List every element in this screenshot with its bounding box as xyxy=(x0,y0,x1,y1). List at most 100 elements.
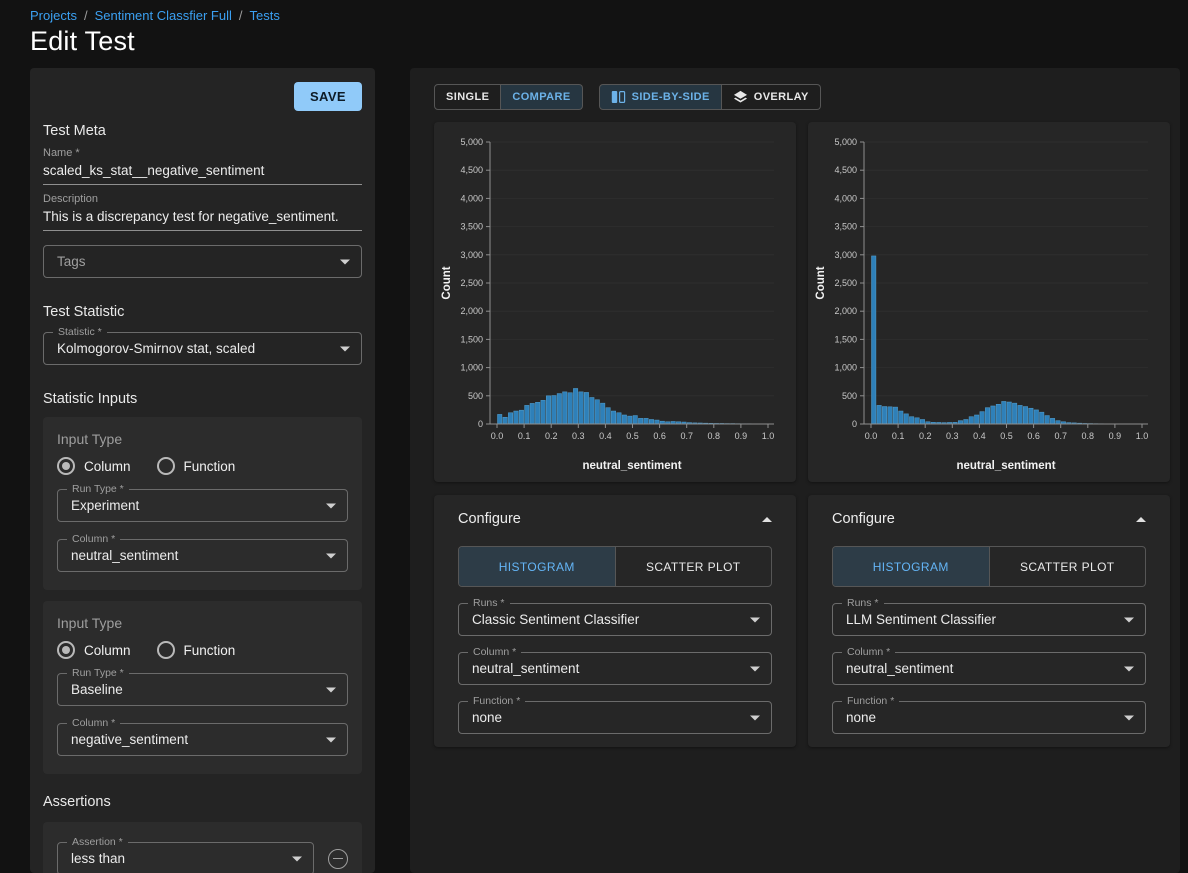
view-toggle-group: SINGLE COMPARE xyxy=(434,84,583,110)
svg-text:500: 500 xyxy=(468,391,483,401)
column-value: neutral_sentiment xyxy=(472,661,580,676)
breadcrumb-link-project[interactable]: Sentiment Classfier Full xyxy=(94,8,232,23)
chevron-down-icon xyxy=(750,666,760,671)
radio-function-label: Function xyxy=(183,642,236,658)
configure-label: Configure xyxy=(458,511,521,527)
input-type-label: Input Type xyxy=(57,615,123,631)
svg-text:1,000: 1,000 xyxy=(834,363,857,373)
page-header: Projects / Sentiment Classfier Full / Te… xyxy=(0,0,1188,68)
svg-text:2,000: 2,000 xyxy=(834,306,857,316)
svg-text:0.3: 0.3 xyxy=(946,431,959,441)
side-by-side-label: SIDE-BY-SIDE xyxy=(631,91,710,103)
svg-text:2,500: 2,500 xyxy=(834,278,857,288)
svg-text:0.4: 0.4 xyxy=(599,431,612,441)
radio-function[interactable]: Function xyxy=(156,641,236,659)
column-select[interactable]: Column * neutral_sentiment xyxy=(832,646,1146,685)
chevron-down-icon xyxy=(292,856,302,861)
column-select[interactable]: Column * negative_sentiment xyxy=(57,717,348,756)
radio-unchecked-icon[interactable] xyxy=(156,457,175,475)
overlay-toggle[interactable]: OVERLAY xyxy=(721,84,821,110)
tab-scatter-plot[interactable]: SCATTER PLOT xyxy=(1019,559,1115,574)
svg-text:3,000: 3,000 xyxy=(834,250,857,260)
function-select[interactable]: Function * none xyxy=(458,695,772,734)
tags-select[interactable]: Tags xyxy=(43,245,362,278)
radio-column[interactable]: Column xyxy=(57,641,131,659)
single-toggle[interactable]: SINGLE xyxy=(434,84,502,110)
tab-scatter-plot[interactable]: SCATTER PLOT xyxy=(645,559,741,574)
column-select[interactable]: Column * neutral_sentiment xyxy=(57,533,348,572)
radio-checked-icon[interactable] xyxy=(57,641,75,659)
description-input[interactable]: This is a discrepancy test for negative_… xyxy=(43,205,362,231)
function-select[interactable]: Function * none xyxy=(832,695,1146,734)
chevron-down-icon xyxy=(750,715,760,720)
remove-assertion-icon[interactable] xyxy=(328,848,348,869)
function-label: Function * xyxy=(468,695,526,707)
column-select[interactable]: Column * neutral_sentiment xyxy=(458,646,772,685)
save-button[interactable]: SAVE xyxy=(293,82,362,111)
svg-text:Count: Count xyxy=(441,266,453,299)
statistic-inputs-heading: Statistic Inputs xyxy=(43,391,138,407)
collapse-icon[interactable] xyxy=(1136,516,1146,522)
svg-text:1.0: 1.0 xyxy=(762,431,775,441)
run-type-select[interactable]: Run Type * Baseline xyxy=(57,667,348,706)
svg-text:500: 500 xyxy=(842,391,857,401)
run-type-value: Experiment xyxy=(71,498,140,513)
radio-unchecked-icon[interactable] xyxy=(156,641,175,659)
tab-histogram[interactable]: HISTOGRAM xyxy=(833,547,990,586)
svg-text:0.4: 0.4 xyxy=(973,431,986,441)
overlay-label: OVERLAY xyxy=(753,91,809,103)
svg-text:neutral_sentiment: neutral_sentiment xyxy=(956,460,1055,472)
breadcrumb-link-tests[interactable]: Tests xyxy=(249,8,280,23)
breadcrumb: Projects / Sentiment Classfier Full / Te… xyxy=(30,8,1188,23)
configure-label: Configure xyxy=(832,511,895,527)
svg-text:3,500: 3,500 xyxy=(460,222,483,232)
runs-select[interactable]: Runs * LLM Sentiment Classifier xyxy=(832,597,1146,636)
run-type-label: Run Type * xyxy=(67,483,129,495)
radio-function[interactable]: Function xyxy=(156,457,235,475)
compare-toggle[interactable]: COMPARE xyxy=(501,84,583,110)
run-type-value: Baseline xyxy=(71,682,123,697)
function-label: Function * xyxy=(842,695,900,707)
chevron-down-icon xyxy=(1124,715,1134,720)
statistic-label: Statistic * xyxy=(53,326,107,338)
configure-header[interactable]: Configure xyxy=(832,511,1146,527)
statistic-select[interactable]: Statistic * Kolmogorov-Smirnov stat, sca… xyxy=(43,326,362,365)
svg-text:3,000: 3,000 xyxy=(460,250,483,260)
svg-text:0.1: 0.1 xyxy=(892,431,905,441)
svg-text:0.2: 0.2 xyxy=(545,431,558,441)
column-label: Column * xyxy=(67,717,121,729)
configure-header[interactable]: Configure xyxy=(458,511,772,527)
name-label: Name * xyxy=(43,147,80,159)
chevron-down-icon xyxy=(326,687,336,692)
svg-text:0.0: 0.0 xyxy=(865,431,878,441)
svg-text:4,500: 4,500 xyxy=(834,165,857,175)
chevron-down-icon xyxy=(750,617,760,622)
svg-text:0.0: 0.0 xyxy=(491,431,504,441)
assertion-select[interactable]: Assertion * less than xyxy=(57,836,314,873)
svg-text:0.8: 0.8 xyxy=(708,431,721,441)
collapse-icon[interactable] xyxy=(762,516,772,522)
svg-text:0.6: 0.6 xyxy=(653,431,666,441)
runs-select[interactable]: Runs * Classic Sentiment Classifier xyxy=(458,597,772,636)
svg-text:0: 0 xyxy=(478,419,483,429)
run-type-select[interactable]: Run Type * Experiment xyxy=(57,483,348,522)
tab-histogram[interactable]: HISTOGRAM xyxy=(459,547,616,586)
svg-text:1,500: 1,500 xyxy=(834,334,857,344)
svg-text:4,000: 4,000 xyxy=(460,193,483,203)
name-input[interactable]: scaled_ks_stat__negative_sentiment xyxy=(43,159,362,185)
side-by-side-toggle[interactable]: SIDE-BY-SIDE xyxy=(598,84,722,110)
radio-checked-icon[interactable] xyxy=(57,457,75,475)
breadcrumb-link-projects[interactable]: Projects xyxy=(30,8,77,23)
chevron-down-icon xyxy=(1124,666,1134,671)
test-statistic-heading: Test Statistic xyxy=(43,304,125,320)
assertion-label: Assertion * xyxy=(67,836,128,848)
radio-column-label: Column xyxy=(84,642,131,658)
plot-type-tabs: HISTOGRAM SCATTER PLOT xyxy=(458,546,772,587)
breadcrumb-separator: / xyxy=(238,8,243,23)
chevron-down-icon xyxy=(1124,617,1134,622)
run-type-label: Run Type * xyxy=(67,667,129,679)
side-by-side-icon xyxy=(611,90,626,104)
radio-column[interactable]: Column xyxy=(57,457,131,475)
svg-text:5,000: 5,000 xyxy=(460,137,483,147)
svg-text:0: 0 xyxy=(852,419,857,429)
